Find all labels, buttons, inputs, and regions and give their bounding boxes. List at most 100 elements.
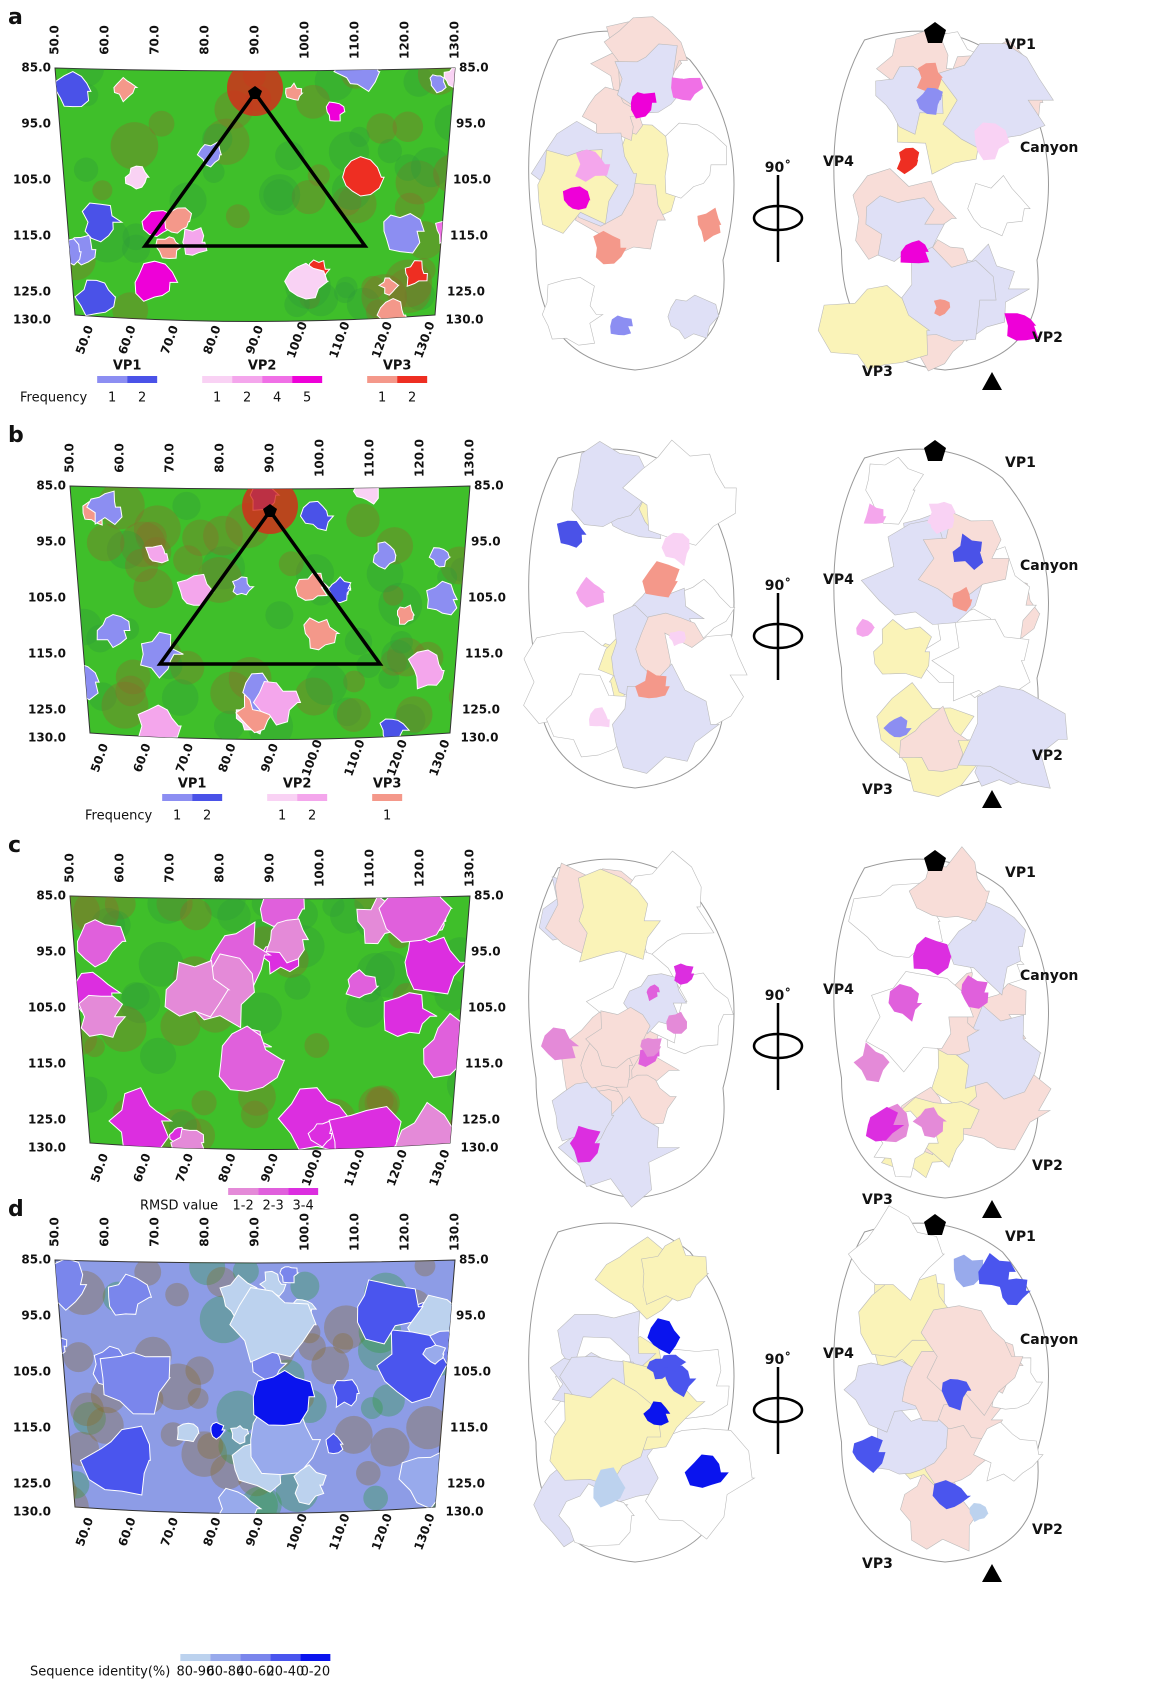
residue-texture xyxy=(366,113,396,143)
bottom-tick-label: 130.0 xyxy=(426,738,452,778)
residue-texture xyxy=(191,1090,216,1115)
panel-label: b xyxy=(8,423,24,448)
legend-swatch xyxy=(258,1188,288,1195)
legend-swatch xyxy=(288,1188,318,1195)
legend-item-label: 3-4 xyxy=(293,1199,314,1214)
residue-texture xyxy=(393,112,423,142)
bottom-tick-label: 80.0 xyxy=(200,1516,223,1549)
vp2-label: VP2 xyxy=(1032,1158,1063,1174)
surface-region xyxy=(909,847,989,922)
bottom-tick-label: 110.0 xyxy=(326,1512,352,1552)
structure-surface xyxy=(529,851,734,1207)
vp4-label: VP4 xyxy=(823,572,854,588)
legend-item-label: 1 xyxy=(278,809,286,824)
right-tick-label: 105.0 xyxy=(468,591,506,605)
panel: b50.060.070.080.090.0100.0110.0120.0130.… xyxy=(8,423,1078,824)
bottom-tick-label: 50.0 xyxy=(73,324,96,357)
left-tick-label: 105.0 xyxy=(13,1365,51,1379)
vp1-label: VP1 xyxy=(1005,37,1036,53)
left-tick-label: 85.0 xyxy=(36,889,66,903)
residue-texture xyxy=(84,1037,104,1057)
structure-surface xyxy=(834,1206,1049,1562)
pentagon-symbol xyxy=(924,22,946,43)
legend-swatch xyxy=(292,376,322,383)
residue-texture xyxy=(305,663,347,705)
residue-texture xyxy=(304,1033,329,1058)
left-tick-label: 105.0 xyxy=(28,1001,66,1015)
canyon-label: Canyon xyxy=(1020,968,1078,984)
legend-swatch xyxy=(202,376,232,383)
bottom-tick-label: 50.0 xyxy=(73,1516,96,1549)
residue-texture xyxy=(92,180,112,200)
left-tick-label: 130.0 xyxy=(13,1505,51,1519)
structure-surface xyxy=(529,17,734,370)
legend-swatch xyxy=(240,1654,270,1661)
top-tick-label: 80.0 xyxy=(198,1217,212,1247)
legend-swatch xyxy=(267,794,297,801)
left-tick-label: 95.0 xyxy=(21,117,51,131)
residue-texture xyxy=(46,1476,76,1506)
legend-group-name: VP3 xyxy=(373,777,402,792)
legend-title: Frequency xyxy=(85,809,152,824)
top-tick-label: 50.0 xyxy=(63,443,77,473)
right-tick-label: 95.0 xyxy=(471,535,501,549)
right-tick-label: 115.0 xyxy=(465,1057,503,1071)
residue-texture xyxy=(180,899,212,931)
triangle-symbol xyxy=(982,1564,1002,1582)
vp4-label: VP4 xyxy=(823,154,854,170)
bottom-tick-label: 120.0 xyxy=(369,320,395,360)
bottom-tick-label: 130.0 xyxy=(411,1512,437,1552)
residue-texture xyxy=(356,1461,381,1486)
legend-item-label: 20-40 xyxy=(266,1665,304,1680)
bottom-tick-label: 80.0 xyxy=(200,324,223,357)
footprint-region xyxy=(610,316,633,336)
residue-texture xyxy=(226,204,250,228)
left-tick-label: 115.0 xyxy=(28,647,66,661)
top-tick-label: 100.0 xyxy=(298,1213,312,1251)
legend-item-label: 1 xyxy=(378,391,386,406)
bottom-tick-label: 100.0 xyxy=(284,320,310,360)
residue-texture xyxy=(395,154,422,181)
left-tick-label: 95.0 xyxy=(36,945,66,959)
legend-swatch xyxy=(127,376,157,383)
triangle-symbol xyxy=(982,372,1002,390)
left-tick-label: 85.0 xyxy=(21,1253,51,1267)
residue-texture xyxy=(370,1428,409,1467)
rotation-label: 90˚ xyxy=(765,159,791,176)
left-tick-label: 115.0 xyxy=(13,229,51,243)
legend-swatch xyxy=(397,376,427,383)
top-tick-label: 50.0 xyxy=(48,25,62,55)
triangle-symbol xyxy=(982,1200,1002,1218)
canyon-label: Canyon xyxy=(1020,558,1078,574)
top-tick-label: 100.0 xyxy=(313,439,327,477)
right-tick-label: 85.0 xyxy=(474,889,504,903)
top-tick-label: 100.0 xyxy=(298,21,312,59)
legend-group-name: VP1 xyxy=(113,359,142,374)
legend-group-name: VP2 xyxy=(248,359,277,374)
legend-group-name: VP1 xyxy=(178,777,207,792)
left-tick-label: 130.0 xyxy=(28,731,66,745)
footprint-patch xyxy=(50,239,82,265)
left-tick-label: 105.0 xyxy=(13,173,51,187)
legend-swatch xyxy=(300,1654,330,1661)
right-tick-label: 115.0 xyxy=(450,229,488,243)
right-tick-label: 125.0 xyxy=(462,703,500,717)
top-tick-label: 90.0 xyxy=(263,443,277,473)
right-tick-label: 105.0 xyxy=(453,1365,491,1379)
legend-swatch xyxy=(270,1654,300,1661)
legend-item-label: 5 xyxy=(303,391,311,406)
right-tick-label: 115.0 xyxy=(450,1421,488,1435)
residue-texture xyxy=(363,1486,388,1511)
rotation-label: 90˚ xyxy=(765,987,791,1004)
vp3-label: VP3 xyxy=(862,1192,893,1208)
legend-title: RMSD value xyxy=(140,1199,218,1214)
legend-swatch xyxy=(228,1188,258,1195)
legend-swatch xyxy=(367,376,397,383)
top-tick-label: 60.0 xyxy=(98,25,112,55)
bottom-tick-label: 90.0 xyxy=(243,1516,266,1549)
right-tick-label: 130.0 xyxy=(446,1505,484,1519)
right-tick-label: 125.0 xyxy=(462,1113,500,1127)
bottom-tick-label: 90.0 xyxy=(258,742,281,775)
top-tick-label: 80.0 xyxy=(198,25,212,55)
figure: a50.060.070.080.090.0100.0110.0120.0130.… xyxy=(0,0,1173,1691)
